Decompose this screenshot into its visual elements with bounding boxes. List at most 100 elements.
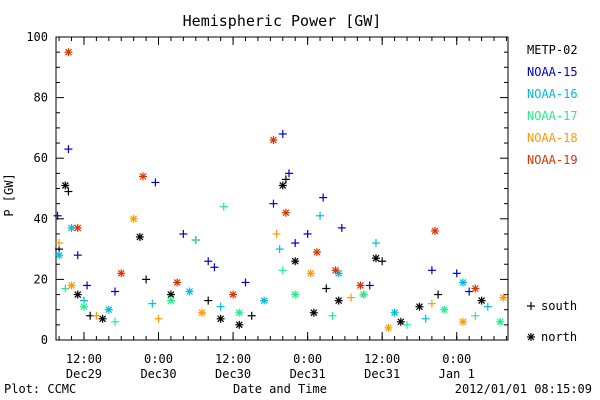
data-point <box>421 314 430 323</box>
data-point <box>458 278 467 287</box>
data-point <box>166 296 175 305</box>
data-point <box>61 181 70 190</box>
data-point <box>465 287 474 296</box>
legend-entry: NOAA-15 <box>527 65 578 79</box>
data-point <box>291 290 300 299</box>
y-tick-label: 60 <box>34 151 48 165</box>
data-point <box>117 269 126 278</box>
data-point <box>64 48 73 57</box>
timestamp-label: 2012/01/01 08:15:09 <box>455 382 592 396</box>
data-point <box>291 257 300 266</box>
marker-stroke <box>291 291 299 298</box>
marker-stroke <box>527 333 535 341</box>
data-point <box>359 290 368 299</box>
data-point <box>427 266 436 275</box>
marker-stroke <box>332 266 340 274</box>
data-point <box>173 278 182 287</box>
marker-stroke <box>235 321 243 329</box>
marker-stroke <box>459 279 467 286</box>
marker-stroke <box>307 269 315 277</box>
marker-stroke <box>471 285 479 292</box>
marker-stroke <box>229 291 237 298</box>
marker-stroke <box>65 48 72 56</box>
data-point <box>496 317 505 326</box>
data-point <box>98 314 107 323</box>
data-point <box>396 317 405 326</box>
data-point <box>303 229 312 238</box>
data-point <box>179 229 188 238</box>
x-tick-date-label: Dec29 <box>66 367 102 381</box>
data-point <box>235 308 244 317</box>
data-point <box>229 290 238 299</box>
marker-stroke <box>431 227 439 235</box>
series-noaa-16 <box>55 211 492 323</box>
data-point <box>471 311 480 320</box>
legend-marker-label: south <box>541 299 577 313</box>
data-point <box>278 181 287 190</box>
series-noaa-15 <box>53 129 474 296</box>
marker-stroke <box>357 282 364 289</box>
data-point <box>483 302 492 311</box>
marker-stroke <box>459 318 467 326</box>
data-point <box>319 193 328 202</box>
data-point <box>269 199 278 208</box>
data-point <box>210 263 219 272</box>
marker-stroke <box>416 303 423 311</box>
data-point <box>198 308 207 317</box>
y-axis: 0 20 40 60 80 100 <box>26 30 508 347</box>
x-axis-label: Date and Time <box>233 382 327 396</box>
x-tick-time-label: 12:00 <box>66 352 102 366</box>
data-point <box>67 281 76 290</box>
marker-stroke <box>499 294 507 302</box>
y-tick-label: 100 <box>26 30 48 44</box>
data-point <box>384 323 393 332</box>
marker-stroke <box>235 309 243 317</box>
marker-stroke <box>167 291 175 298</box>
data-point <box>64 145 73 154</box>
data-point <box>269 136 278 145</box>
data-point <box>452 269 461 278</box>
marker-stroke <box>372 254 380 262</box>
data-point <box>241 278 250 287</box>
marker-stroke <box>478 297 486 305</box>
series-metp-02 <box>55 175 486 329</box>
x-tick-time-label: 12:00 <box>215 352 251 366</box>
data-point <box>260 296 269 305</box>
marker-stroke <box>335 297 343 305</box>
data-point <box>154 314 163 323</box>
marker-stroke <box>74 291 82 298</box>
marker-stroke <box>61 182 69 189</box>
data-point <box>79 302 88 311</box>
y-tick-label: 80 <box>34 91 48 105</box>
data-point <box>272 229 281 238</box>
data-point <box>104 305 113 314</box>
y-axis-label: P [GW] <box>2 173 16 216</box>
legend-entry: METP-02 <box>527 43 578 57</box>
data-point <box>55 239 64 248</box>
legend-entry: NOAA-18 <box>527 131 578 145</box>
data-point <box>312 248 321 257</box>
data-point <box>204 296 213 305</box>
x-tick-time-label: 12:00 <box>364 352 400 366</box>
data-point <box>371 254 380 263</box>
data-point <box>278 129 287 138</box>
x-tick-date-label: Dec31 <box>364 367 400 381</box>
data-point <box>61 284 70 293</box>
legend-entry: NOAA-19 <box>527 153 578 167</box>
data-point <box>216 302 225 311</box>
data-point <box>499 293 508 302</box>
marker-stroke <box>335 269 343 277</box>
data-point <box>64 187 73 196</box>
data-point <box>347 293 356 302</box>
data-point <box>415 302 424 311</box>
y-tick-label: 20 <box>34 272 48 286</box>
data-point <box>430 226 439 235</box>
marker-stroke <box>217 315 225 323</box>
data-point <box>92 311 101 320</box>
data-point <box>129 214 138 223</box>
data-point <box>148 299 157 308</box>
marker-stroke <box>186 288 194 295</box>
data-point <box>471 284 480 293</box>
data-point <box>309 308 318 317</box>
